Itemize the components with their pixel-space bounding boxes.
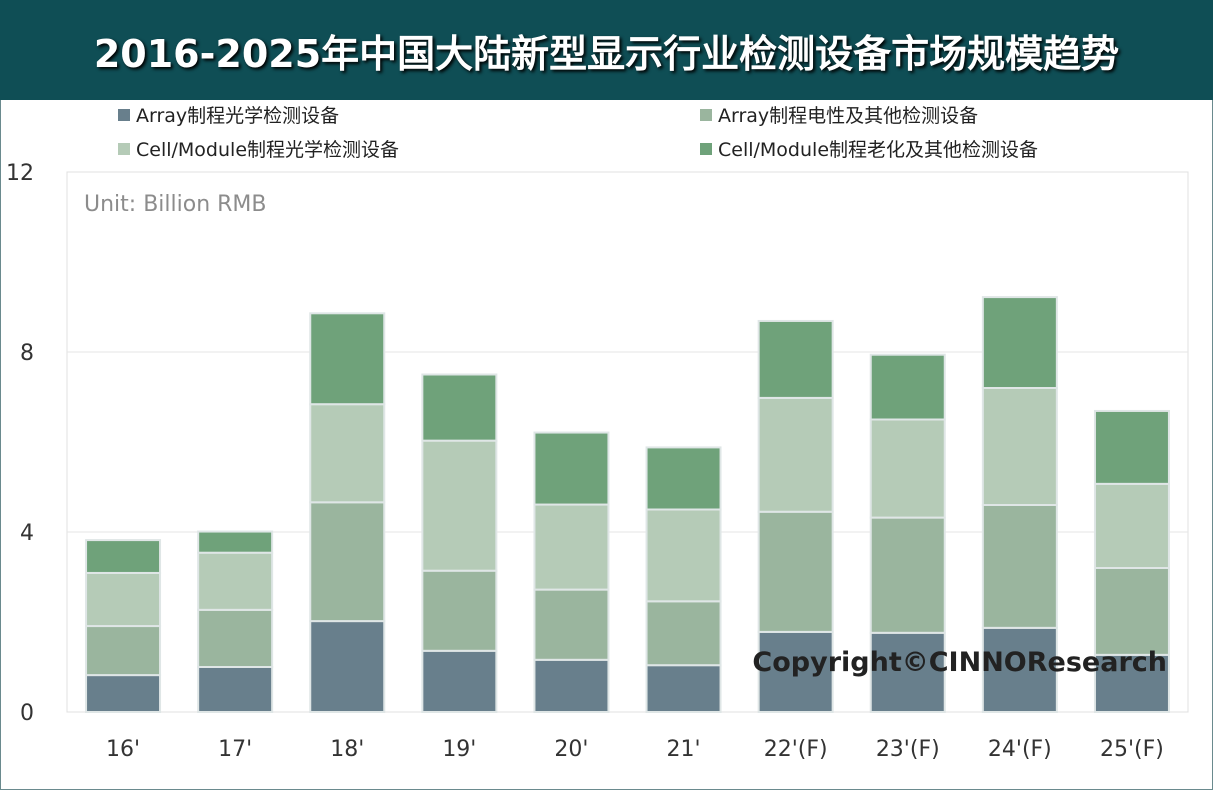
bar-segment-1 [645,664,722,714]
bar-segment-4 [421,373,498,442]
bar-segment-3 [533,503,610,591]
bar-segment-2 [85,625,162,677]
legend-swatch [700,143,712,155]
bar-segment-3 [757,396,834,513]
bar-segment-4 [309,312,386,406]
bar-segment-3 [309,403,386,504]
x-tick-label: 23'(F) [876,737,940,762]
bar-segment-2 [309,501,386,623]
bar-segment-1 [309,620,386,713]
bar-segment-3 [421,439,498,572]
x-tick-label: 17' [218,737,252,762]
y-tick-label: 4 [20,521,34,546]
legend-label: Array制程光学检测设备 [136,105,339,127]
bar-segment-2 [533,588,610,661]
legend-label: Cell/Module制程老化及其他检测设备 [718,139,1038,161]
bar-segment-4 [869,353,946,421]
y-tick-label: 0 [20,701,34,726]
bar-segment-2 [757,510,834,633]
bar-segment-4 [85,539,162,574]
bar-segment-1 [85,674,162,713]
x-tick-label: 25'(F) [1100,737,1164,762]
bar-segment-4 [197,530,274,554]
bar-segment-2 [197,608,274,668]
legend-swatch [118,143,130,155]
bar-segment-1 [533,658,610,713]
bar-segment-4 [981,296,1058,390]
x-tick-label: 20' [554,737,588,762]
bar-segment-4 [533,431,610,506]
title-banner: 2016-2025年中国大陆新型显示行业检测设备市场规模趋势 [0,0,1213,100]
bar-segment-3 [645,508,722,603]
bar-segment-2 [869,516,946,634]
legend-label: Cell/Module制程光学检测设备 [136,139,399,161]
legend-swatch [700,109,712,121]
bar-segment-1 [421,649,498,713]
bar-segment-2 [981,504,1058,629]
bar-segment-3 [1093,482,1170,570]
y-tick-label: 12 [6,161,34,186]
bar-segment-4 [1093,409,1170,485]
watermark: Copyright©CINNOResearch [752,647,1167,678]
bar-segment-3 [197,551,274,611]
bar-segment-3 [869,418,946,519]
x-tick-label: 19' [442,737,476,762]
x-tick-label: 24'(F) [988,737,1052,762]
y-tick-label: 8 [20,341,34,366]
x-tick-label: 22'(F) [764,737,828,762]
bar-segment-4 [757,319,834,399]
bar-segment-4 [645,446,722,511]
legend-swatch [118,109,130,121]
bar-segment-2 [421,569,498,652]
unit-label: Unit: Billion RMB [84,192,267,217]
x-tick-label: 18' [330,737,364,762]
bar-segment-1 [1093,653,1170,713]
x-tick-label: 16' [106,737,140,762]
legend-label: Array制程电性及其他检测设备 [718,105,978,127]
bar-segment-2 [1093,567,1170,656]
bar-segment-2 [645,600,722,667]
bar-segment-1 [757,630,834,714]
bar-segment-1 [869,631,946,713]
chart-title: 2016-2025年中国大陆新型显示行业检测设备市场规模趋势 [93,31,1120,76]
bar-segment-1 [197,666,274,713]
bar-segment-3 [85,571,162,628]
plot-area [66,171,1189,713]
bar-segment-3 [981,387,1058,506]
x-tick-label: 21' [667,737,701,762]
